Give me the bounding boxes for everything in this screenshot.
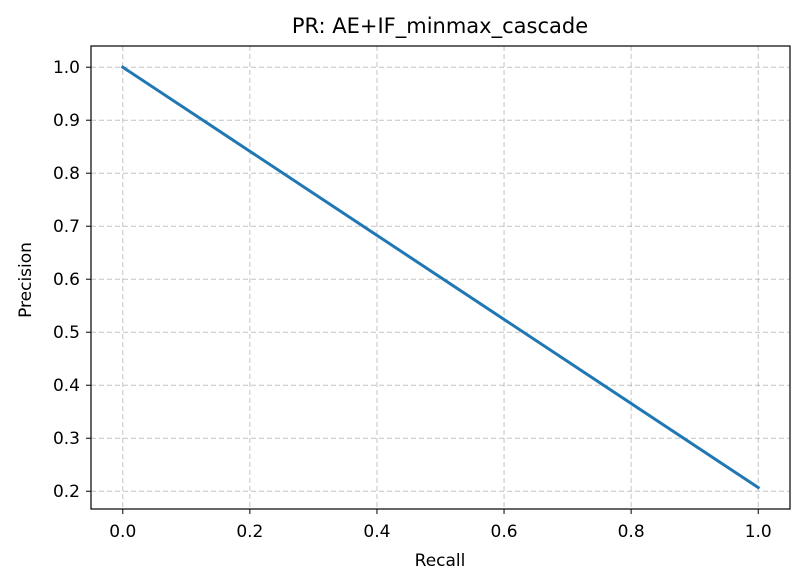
- y-axis: 0.2 0.3 0.4 0.5 0.6 0.7 0.8 0.9 1.0: [53, 58, 91, 502]
- x-tick-label: 1.0: [745, 522, 772, 542]
- x-axis: 0.0 0.2 0.4 0.6 0.8 1.0: [109, 509, 772, 542]
- series-layer: [120, 65, 761, 490]
- x-tick-label: 0.2: [236, 522, 263, 542]
- pr-curve-line: [120, 65, 761, 490]
- y-tick-label: 0.8: [53, 164, 80, 184]
- y-axis-label: Precision: [16, 242, 36, 318]
- y-tick-label: 0.7: [53, 217, 80, 237]
- y-tick-label: 0.4: [53, 376, 80, 396]
- y-tick-label: 0.9: [53, 111, 80, 131]
- y-tick-label: 0.5: [53, 323, 80, 343]
- y-tick-label: 0.2: [53, 482, 80, 502]
- grid: [91, 46, 790, 509]
- x-axis-label: Recall: [415, 551, 466, 571]
- x-tick-label: 0.0: [109, 522, 136, 542]
- y-tick-label: 0.3: [53, 429, 80, 449]
- y-tick-label: 0.6: [53, 270, 80, 290]
- plot-frame: [90, 45, 791, 510]
- x-tick-label: 0.4: [363, 522, 390, 542]
- chart-title: PR: AE+IF_minmax_cascade: [292, 14, 588, 39]
- x-tick-label: 0.6: [491, 522, 518, 542]
- y-tick-label: 1.0: [53, 58, 80, 78]
- x-tick-label: 0.8: [618, 522, 645, 542]
